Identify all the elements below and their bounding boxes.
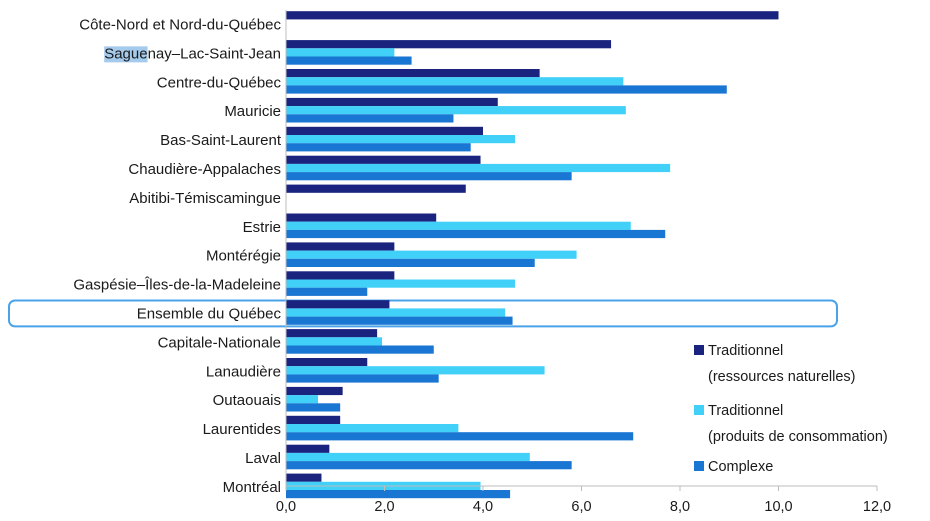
bar-1 [286, 11, 779, 20]
highlight-layer [8, 299, 838, 328]
bar-1 [286, 473, 322, 482]
bar-1 [286, 242, 395, 251]
bars-layer [286, 11, 779, 499]
legend-label: (produits de consommation) [708, 429, 888, 445]
legend-label: Traditionnel [708, 343, 783, 359]
bar-3 [286, 258, 535, 267]
bar-3 [286, 85, 727, 94]
bar-1 [286, 386, 343, 396]
bar-1 [286, 69, 540, 78]
highlight-box [8, 299, 838, 328]
x-tick-label: 10,0 [764, 499, 792, 515]
x-axis: 0,0 2,0 4,0 6,0 8,0 10,0 12,0 [276, 10, 891, 515]
bar-2 [286, 279, 516, 288]
category-label: Bas-Saint-Laurent [160, 132, 282, 149]
category-label: Estrie [243, 219, 281, 236]
category-label: Laval [245, 450, 281, 467]
bar-1 [286, 358, 368, 367]
category-label: Montérégie [206, 248, 281, 265]
bar-1 [286, 155, 481, 164]
bar-1 [286, 213, 437, 222]
category-label: Capitale-Nationale [158, 334, 281, 351]
bar-1 [286, 300, 390, 309]
bar-1 [286, 444, 330, 453]
bar-1 [286, 40, 612, 49]
category-label: Ensemble du Québec [137, 305, 282, 322]
bar-3 [286, 490, 511, 499]
bar-3 [286, 143, 471, 152]
x-tick-label: 8,0 [670, 499, 690, 515]
x-tick-label: 12,0 [863, 499, 891, 515]
bar-1 [286, 126, 483, 135]
category-label: Lanaudière [206, 363, 281, 380]
bar-2 [286, 337, 383, 346]
legend-label: Complexe [708, 459, 773, 475]
bar-1 [286, 97, 498, 107]
x-tick-label: 4,0 [473, 499, 493, 515]
category-labels: Côte-Nord et Nord-du-Québec Saguenay–Lac-… [73, 16, 281, 495]
x-tick-label: 0,0 [276, 499, 296, 515]
bar-1 [286, 415, 341, 424]
category-label: Saguenay–Lac-Saint-Jean [104, 45, 281, 62]
bar-3 [286, 287, 368, 296]
bar-2 [286, 48, 395, 57]
legend-swatch-2 [694, 405, 704, 415]
bar-1 [286, 271, 395, 280]
legend-label: (ressources naturelles) [708, 369, 855, 385]
category-label: Abitibi-Témiscamingue [129, 190, 281, 207]
category-label: Laurentides [203, 421, 281, 438]
bar-3 [286, 172, 572, 181]
bar-2 [286, 424, 459, 433]
legend-label: Traditionnel [708, 403, 783, 419]
bar-2 [286, 452, 530, 462]
category-label: Mauricie [224, 103, 281, 120]
bar-3 [286, 345, 434, 354]
bar-3 [286, 114, 454, 123]
bar-1 [286, 184, 466, 193]
bar-2 [286, 221, 631, 230]
bar-3 [286, 432, 634, 441]
bar-2 [286, 395, 319, 404]
bar-3 [286, 316, 513, 325]
category-label: Montréal [223, 479, 281, 496]
bar-2 [286, 366, 545, 375]
category-label: Chaudière-Appalaches [128, 161, 281, 178]
category-label: Centre-du-Québec [157, 74, 282, 91]
bar-3 [286, 461, 572, 470]
category-label: Outaouais [213, 392, 281, 409]
category-label: Gaspésie–Îles-de-la-Madeleine [73, 277, 281, 294]
bar-3 [286, 229, 666, 239]
legend-swatch-3 [694, 461, 704, 471]
legend-swatch-1 [694, 345, 704, 355]
bar-2 [286, 135, 516, 144]
bar-2 [286, 163, 671, 173]
bar-2 [286, 106, 626, 115]
bar-2 [286, 77, 624, 86]
x-tick-label: 6,0 [571, 499, 591, 515]
bar-3 [286, 374, 439, 383]
bar-3 [286, 403, 341, 412]
bar-2 [286, 308, 506, 317]
text-selection-highlight [104, 46, 148, 63]
bar-1 [286, 329, 378, 338]
x-tick-label: 2,0 [374, 499, 394, 515]
legend: Traditionnel (ressources naturelles) Tradi… [694, 343, 888, 475]
bar-3 [286, 56, 412, 65]
category-label: Côte-Nord et Nord-du-Québec [79, 16, 281, 33]
bar-2 [286, 250, 577, 259]
